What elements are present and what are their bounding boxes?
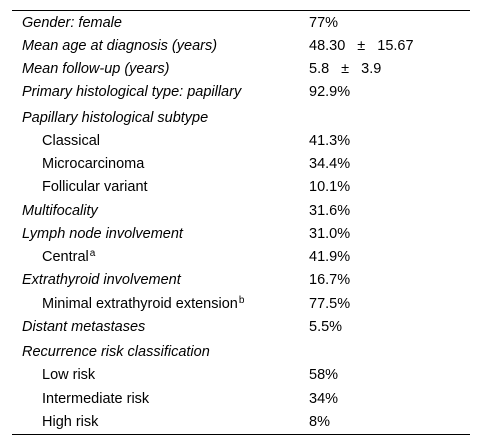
row-label: Mean follow-up (years) <box>22 61 170 78</box>
row-label-text: Minimal extrathyroid extension <box>42 295 238 312</box>
row-label-text: Central <box>42 249 89 266</box>
table-row-distant-metastases: Distant metastases 5.5% <box>12 315 470 338</box>
row-value: 48.30 ±15.67 <box>309 38 414 54</box>
row-label: Mean age at diagnosis (years) <box>22 37 218 54</box>
row-value: 41.3% <box>309 132 351 149</box>
table-row-low-risk: Low risk 58% <box>12 364 470 387</box>
table-row-classical: Classical 41.3% <box>12 129 470 152</box>
table-row-lymph-node: Lymph node involvement 31.0% <box>12 222 470 245</box>
section-label: Papillary histological subtype <box>22 109 209 126</box>
sd-value: 15.67 <box>377 37 414 54</box>
row-label: Low risk <box>42 367 96 384</box>
table-row-gender: Gender: female 77% <box>12 11 470 34</box>
clinical-characteristics-table: Gender: female 77% Mean age at diagnosis… <box>12 10 470 435</box>
plus-minus-sign: ± <box>357 37 366 54</box>
table-row-intermediate-risk: Intermediate risk 34% <box>12 387 470 410</box>
footnote-marker: b <box>238 294 245 306</box>
row-label: Multifocality <box>22 202 98 219</box>
row-value: 34% <box>309 390 339 407</box>
row-value: 5.5% <box>309 318 343 335</box>
row-value: 77.5% <box>309 295 351 312</box>
row-label: Microcarcinoma <box>42 156 145 173</box>
row-value: 77% <box>309 14 339 31</box>
sd-value: 3.9 <box>361 61 382 78</box>
mean-value: 48.30 <box>309 37 346 54</box>
row-label: Minimal extrathyroid extensionb <box>42 294 245 312</box>
footnote-marker: a <box>89 248 96 260</box>
row-label: Distant metastases <box>22 318 146 335</box>
row-label: Extrathyroid involvement <box>22 272 181 289</box>
section-label: Recurrence risk classification <box>22 344 210 361</box>
row-value: 58% <box>309 367 339 384</box>
table-row-histological-type: Primary histological type: papillary 92.… <box>12 81 470 104</box>
row-label: Lymph node involvement <box>22 225 183 242</box>
table-row-microcarcinoma: Microcarcinoma 34.4% <box>12 153 470 176</box>
row-value: 31.6% <box>309 202 351 219</box>
row-value: 10.1% <box>309 179 351 196</box>
row-label: High risk <box>42 413 99 430</box>
mean-value: 5.8 <box>309 61 330 78</box>
table-row-mean-age: Mean age at diagnosis (years) 48.30 ±15.6… <box>12 34 470 57</box>
row-label: Gender: female <box>22 14 122 31</box>
table-row-extrathyroid: Extrathyroid involvement 16.7% <box>12 269 470 292</box>
row-value: 31.0% <box>309 225 351 242</box>
row-label: Follicular variant <box>42 179 148 196</box>
table-row-minimal-extension: Minimal extrathyroid extensionb 77.5% <box>12 292 470 315</box>
row-value: 8% <box>309 413 330 430</box>
table-row-high-risk: High risk 8% <box>12 410 470 433</box>
table-row-follicular-variant: Follicular variant 10.1% <box>12 176 470 199</box>
row-value: 34.4% <box>309 156 351 173</box>
row-label: Centrala <box>42 248 96 266</box>
row-label: Classical <box>42 132 101 149</box>
row-value: 92.9% <box>309 84 351 101</box>
table-row-central: Centrala 41.9% <box>12 246 470 269</box>
table-row-mean-follow-up: Mean follow-up (years) 5.8 ±3.9 <box>12 58 470 81</box>
row-value: 41.9% <box>309 249 351 266</box>
row-value: 16.7% <box>309 272 351 289</box>
plus-minus-sign: ± <box>341 61 350 78</box>
row-label: Intermediate risk <box>42 390 150 407</box>
table-row-multifocality: Multifocality 31.6% <box>12 199 470 222</box>
table-row-recurrence-header: Recurrence risk classification <box>12 341 470 364</box>
row-value: 5.8 ±3.9 <box>309 61 381 77</box>
row-label: Primary histological type: papillary <box>22 84 242 101</box>
table-row-papillary-subtype-header: Papillary histological subtype <box>12 106 470 129</box>
